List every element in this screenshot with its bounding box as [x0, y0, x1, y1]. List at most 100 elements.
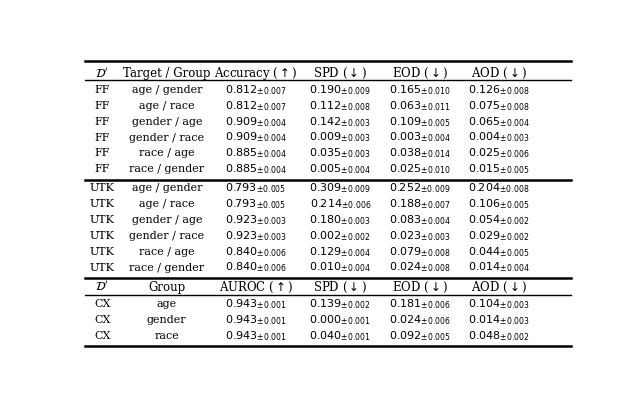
Text: $0.075_{\pm 0.008}$: $0.075_{\pm 0.008}$	[468, 99, 530, 113]
Text: UTK: UTK	[90, 247, 115, 257]
Text: $0.923_{\pm 0.003}$: $0.923_{\pm 0.003}$	[225, 213, 287, 227]
Text: UTK: UTK	[90, 183, 115, 193]
Text: UTK: UTK	[90, 263, 115, 272]
Text: $0.002_{\pm 0.002}$: $0.002_{\pm 0.002}$	[309, 229, 371, 243]
Text: $0.181_{\pm 0.006}$: $0.181_{\pm 0.006}$	[388, 297, 451, 311]
Text: $0.014_{\pm 0.004}$: $0.014_{\pm 0.004}$	[468, 261, 531, 274]
Text: $0.106_{\pm 0.005}$: $0.106_{\pm 0.005}$	[468, 197, 530, 211]
Text: $0.309_{\pm 0.009}$: $0.309_{\pm 0.009}$	[309, 181, 371, 195]
Text: $0.010_{\pm 0.004}$: $0.010_{\pm 0.004}$	[309, 261, 372, 274]
Text: Target / Group: Target / Group	[123, 67, 211, 80]
Text: $0.048_{\pm 0.002}$: $0.048_{\pm 0.002}$	[468, 329, 530, 343]
Text: $0.065_{\pm 0.004}$: $0.065_{\pm 0.004}$	[468, 115, 531, 129]
Text: $0.054_{\pm 0.002}$: $0.054_{\pm 0.002}$	[468, 213, 530, 227]
Text: $0.840_{\pm 0.006}$: $0.840_{\pm 0.006}$	[225, 261, 287, 274]
Text: Accuracy ($\uparrow$): Accuracy ($\uparrow$)	[214, 65, 298, 82]
Text: age: age	[157, 299, 177, 309]
Text: $0.040_{\pm 0.001}$: $0.040_{\pm 0.001}$	[309, 329, 371, 343]
Text: age / race: age / race	[139, 101, 195, 111]
Text: $\mathcal{D}'$: $\mathcal{D}'$	[95, 67, 109, 81]
Text: $0.035_{\pm 0.003}$: $0.035_{\pm 0.003}$	[309, 147, 371, 160]
Text: $0.812_{\pm 0.007}$: $0.812_{\pm 0.007}$	[225, 99, 287, 113]
Text: gender / age: gender / age	[132, 215, 202, 225]
Text: EOD ($\downarrow$): EOD ($\downarrow$)	[392, 66, 448, 81]
Text: $0.793_{\pm 0.005}$: $0.793_{\pm 0.005}$	[225, 197, 287, 211]
Text: $0.092_{\pm 0.005}$: $0.092_{\pm 0.005}$	[388, 329, 451, 343]
Text: $0.044_{\pm 0.005}$: $0.044_{\pm 0.005}$	[468, 245, 530, 259]
Text: CX: CX	[94, 331, 111, 341]
Text: $0.025_{\pm 0.010}$: $0.025_{\pm 0.010}$	[388, 162, 451, 176]
Text: $0.003_{\pm 0.004}$: $0.003_{\pm 0.004}$	[388, 131, 451, 145]
Text: $0.129_{\pm 0.004}$: $0.129_{\pm 0.004}$	[309, 245, 372, 259]
Text: race / gender: race / gender	[129, 164, 204, 174]
Text: $\mathcal{D}'$: $\mathcal{D}'$	[95, 280, 109, 295]
Text: CX: CX	[94, 299, 111, 309]
Text: SPD ($\downarrow$): SPD ($\downarrow$)	[314, 280, 367, 295]
Text: $0.180_{\pm 0.003}$: $0.180_{\pm 0.003}$	[309, 213, 371, 227]
Text: $0.142_{\pm 0.003}$: $0.142_{\pm 0.003}$	[309, 115, 371, 129]
Text: FF: FF	[95, 117, 110, 127]
Text: FF: FF	[95, 133, 110, 143]
Text: CX: CX	[94, 315, 111, 325]
Text: $0.063_{\pm 0.011}$: $0.063_{\pm 0.011}$	[388, 99, 451, 113]
Text: FF: FF	[95, 148, 110, 158]
Text: $0.029_{\pm 0.002}$: $0.029_{\pm 0.002}$	[468, 229, 530, 243]
Text: UTK: UTK	[90, 215, 115, 225]
Text: UTK: UTK	[90, 199, 115, 209]
Text: $0.909_{\pm 0.004}$: $0.909_{\pm 0.004}$	[225, 115, 287, 129]
Text: SPD ($\downarrow$): SPD ($\downarrow$)	[314, 66, 367, 81]
Text: $0.812_{\pm 0.007}$: $0.812_{\pm 0.007}$	[225, 83, 287, 97]
Text: $0.252_{\pm 0.009}$: $0.252_{\pm 0.009}$	[389, 181, 451, 195]
Text: $0.004_{\pm 0.003}$: $0.004_{\pm 0.003}$	[468, 131, 530, 145]
Text: $0.943_{\pm 0.001}$: $0.943_{\pm 0.001}$	[225, 329, 287, 343]
Text: age / gender: age / gender	[132, 85, 202, 95]
Text: age / race: age / race	[139, 199, 195, 209]
Text: AUROC ($\uparrow$): AUROC ($\uparrow$)	[219, 280, 293, 295]
Text: $0.009_{\pm 0.003}$: $0.009_{\pm 0.003}$	[309, 131, 371, 145]
Text: race: race	[154, 331, 179, 341]
Text: $0.165_{\pm 0.010}$: $0.165_{\pm 0.010}$	[388, 83, 451, 97]
Text: FF: FF	[95, 101, 110, 111]
Text: $0.139_{\pm 0.002}$: $0.139_{\pm 0.002}$	[309, 297, 371, 311]
Text: $0.126_{\pm 0.008}$: $0.126_{\pm 0.008}$	[468, 83, 530, 97]
Text: $0.943_{\pm 0.001}$: $0.943_{\pm 0.001}$	[225, 313, 287, 327]
Text: race / age: race / age	[139, 148, 195, 158]
Text: FF: FF	[95, 164, 110, 174]
Text: AOD ($\downarrow$): AOD ($\downarrow$)	[471, 66, 527, 81]
Text: $0.923_{\pm 0.003}$: $0.923_{\pm 0.003}$	[225, 229, 287, 243]
Text: $0.024_{\pm 0.006}$: $0.024_{\pm 0.006}$	[388, 313, 451, 327]
Text: age / gender: age / gender	[132, 183, 202, 193]
Text: race / gender: race / gender	[129, 263, 204, 272]
Text: Group: Group	[148, 281, 186, 294]
Text: $0.025_{\pm 0.006}$: $0.025_{\pm 0.006}$	[468, 147, 530, 160]
Text: $0.840_{\pm 0.006}$: $0.840_{\pm 0.006}$	[225, 245, 287, 259]
Text: gender: gender	[147, 315, 187, 325]
Text: $0.038_{\pm 0.014}$: $0.038_{\pm 0.014}$	[388, 147, 451, 160]
Text: $0.023_{\pm 0.003}$: $0.023_{\pm 0.003}$	[388, 229, 451, 243]
Text: $0.885_{\pm 0.004}$: $0.885_{\pm 0.004}$	[225, 162, 287, 176]
Text: $0.793_{\pm 0.005}$: $0.793_{\pm 0.005}$	[225, 181, 287, 195]
Text: $0.214_{\pm 0.006}$: $0.214_{\pm 0.006}$	[310, 197, 371, 211]
Text: race / age: race / age	[139, 247, 195, 257]
Text: $0.188_{\pm 0.007}$: $0.188_{\pm 0.007}$	[388, 197, 451, 211]
Text: $0.104_{\pm 0.003}$: $0.104_{\pm 0.003}$	[468, 297, 530, 311]
Text: UTK: UTK	[90, 231, 115, 241]
Text: gender / race: gender / race	[129, 231, 204, 241]
Text: $0.083_{\pm 0.004}$: $0.083_{\pm 0.004}$	[388, 213, 451, 227]
Text: gender / race: gender / race	[129, 133, 204, 143]
Text: AOD ($\downarrow$): AOD ($\downarrow$)	[471, 280, 527, 295]
Text: $0.005_{\pm 0.004}$: $0.005_{\pm 0.004}$	[309, 162, 372, 176]
Text: $0.112_{\pm 0.008}$: $0.112_{\pm 0.008}$	[309, 99, 371, 113]
Text: $0.015_{\pm 0.005}$: $0.015_{\pm 0.005}$	[468, 162, 530, 176]
Text: gender / age: gender / age	[132, 117, 202, 127]
Text: $0.943_{\pm 0.001}$: $0.943_{\pm 0.001}$	[225, 297, 287, 311]
Text: $0.190_{\pm 0.009}$: $0.190_{\pm 0.009}$	[309, 83, 371, 97]
Text: $0.109_{\pm 0.005}$: $0.109_{\pm 0.005}$	[388, 115, 451, 129]
Text: $0.014_{\pm 0.003}$: $0.014_{\pm 0.003}$	[468, 313, 530, 327]
Text: $0.909_{\pm 0.004}$: $0.909_{\pm 0.004}$	[225, 131, 287, 145]
Text: EOD ($\downarrow$): EOD ($\downarrow$)	[392, 280, 448, 295]
Text: $0.885_{\pm 0.004}$: $0.885_{\pm 0.004}$	[225, 147, 287, 160]
Text: $0.079_{\pm 0.008}$: $0.079_{\pm 0.008}$	[388, 245, 451, 259]
Text: $0.000_{\pm 0.001}$: $0.000_{\pm 0.001}$	[309, 313, 371, 327]
Text: $0.204_{\pm 0.008}$: $0.204_{\pm 0.008}$	[468, 181, 530, 195]
